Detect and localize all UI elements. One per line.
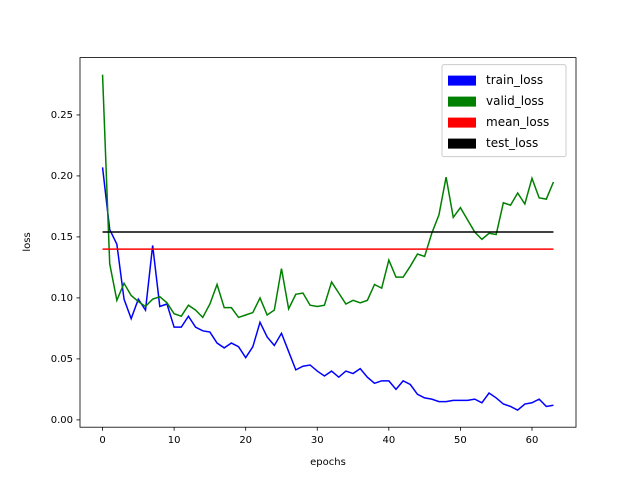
- legend-label: test_loss: [486, 136, 538, 150]
- x-tick-label: 20: [239, 435, 252, 446]
- plot-frame: [79, 57, 577, 428]
- x-tick-label: 60: [526, 435, 539, 446]
- x-tick-label: 50: [454, 435, 467, 446]
- line-series: [101, 74, 555, 319]
- legend-label: mean_loss: [486, 115, 549, 129]
- y-tick-label: 0.15: [51, 232, 73, 243]
- legend-box: [441, 64, 567, 158]
- legend-swatch: [448, 75, 476, 86]
- x-tick-label: 40: [382, 435, 395, 446]
- y-axis-label: loss: [22, 232, 33, 251]
- y-tick-label: 0.00: [51, 415, 73, 426]
- y-tick-label: 0.20: [51, 171, 73, 182]
- line-series: [101, 167, 554, 412]
- legend-swatch: [448, 138, 476, 149]
- x-tick-label: 0: [99, 435, 105, 446]
- legend-label: valid_loss: [486, 94, 544, 108]
- legend-swatch: [448, 117, 476, 128]
- y-tick-label: 0.05: [51, 354, 73, 365]
- x-axis-label: epochs: [310, 457, 346, 468]
- x-tick-label: 30: [311, 435, 324, 446]
- y-tick-label: 0.10: [51, 293, 73, 304]
- x-tick-label: 10: [168, 435, 181, 446]
- legend-swatch: [448, 96, 476, 107]
- legend-label: train_loss: [486, 73, 543, 87]
- y-tick-label: 0.25: [51, 110, 73, 121]
